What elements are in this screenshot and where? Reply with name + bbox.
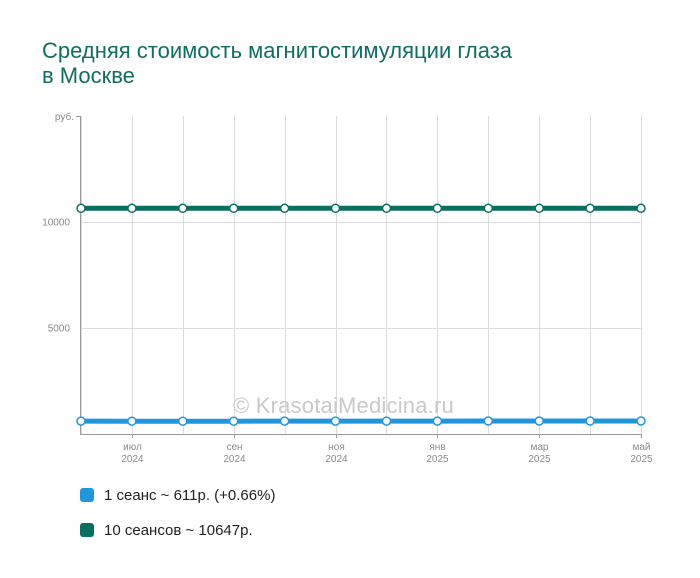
series-1-point xyxy=(534,203,544,214)
x-tick-label-month: июл xyxy=(123,442,142,453)
x-tick-label-year: 2025 xyxy=(426,454,449,465)
x-tick-label-month: май xyxy=(632,442,650,453)
x-tick-label-month: ноя xyxy=(328,442,345,453)
legend: 1 сеанс ~ 611р. (+0.66%) 10 сеансов ~ 10… xyxy=(80,486,275,556)
series-1-point xyxy=(585,203,595,214)
y-tick-label: 10000 xyxy=(42,218,70,229)
series-0-point xyxy=(228,416,239,426)
series-1-point xyxy=(636,203,646,214)
series-1-point xyxy=(76,203,86,214)
chart-title: Средняя стоимость магнитостимуляции глаз… xyxy=(42,38,642,88)
series-0-point xyxy=(127,416,137,426)
y-unit-label: руб. xyxy=(55,111,74,123)
legend-item-1-session[interactable]: 1 сеанс ~ 611р. (+0.66%) xyxy=(80,486,275,504)
x-tick-label-year: 2025 xyxy=(528,454,551,465)
series-0-point xyxy=(585,416,595,426)
legend-item-10-sessions[interactable]: 10 сеансов ~ 10647р. xyxy=(80,521,275,539)
series-1-point xyxy=(127,203,137,214)
legend-label-10-sessions: 10 сеансов ~ 10647р. xyxy=(104,521,253,539)
series-0-point xyxy=(534,416,544,426)
x-tick-label-year: 2024 xyxy=(223,454,246,465)
series-0-point xyxy=(636,416,646,426)
x-tick-label-month: янв xyxy=(429,442,445,453)
series-1-point xyxy=(330,203,341,214)
series-0-point xyxy=(178,416,188,426)
legend-swatch-10-sessions xyxy=(80,523,94,537)
x-tick-label-month: мар xyxy=(531,442,549,453)
chart-title-line-1: Средняя стоимость магнитостимуляции глаз… xyxy=(42,38,513,63)
series-1-point xyxy=(483,203,494,214)
watermark: © KrasotaiMedicina.ru xyxy=(233,393,454,418)
series-0-point xyxy=(76,416,86,426)
x-tick-label-year: 2025 xyxy=(630,454,653,465)
x-tick-label-year: 2024 xyxy=(121,454,144,465)
y-tick-label: 5000 xyxy=(48,324,71,335)
series-0-point xyxy=(330,416,341,426)
chart-title-line-2: в Москве xyxy=(42,63,135,88)
series-0-point xyxy=(381,416,392,426)
series-1-point xyxy=(432,203,443,214)
series-1-point xyxy=(178,203,188,214)
x-tick-label-year: 2024 xyxy=(325,454,348,465)
series-1-point xyxy=(279,203,290,214)
series-0-point xyxy=(432,416,443,426)
series-1-point xyxy=(381,203,392,214)
series-0-point xyxy=(483,416,494,426)
legend-swatch-1-session xyxy=(80,488,94,502)
legend-label-1-session: 1 сеанс ~ 611р. (+0.66%) xyxy=(104,486,276,504)
series-1-point xyxy=(228,203,239,214)
x-tick-label-month: сен xyxy=(226,442,242,453)
series-0-point xyxy=(279,416,290,426)
